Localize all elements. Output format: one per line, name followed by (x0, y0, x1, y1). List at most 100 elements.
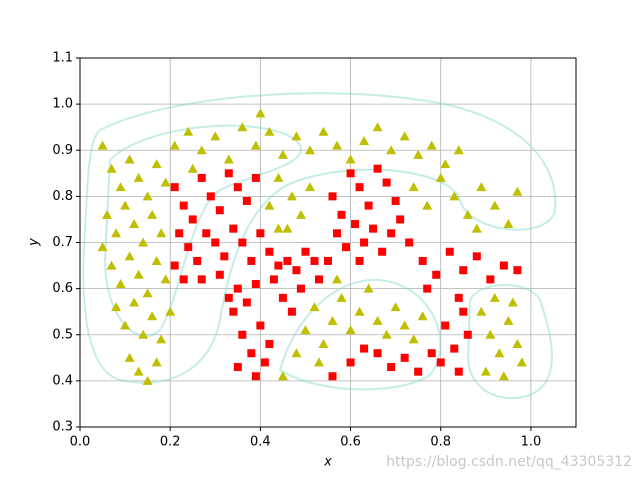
point (304, 182, 315, 192)
point (382, 178, 391, 187)
point (247, 349, 256, 358)
point (129, 297, 140, 307)
point (445, 247, 454, 256)
point (471, 223, 482, 233)
point (400, 353, 409, 362)
point (97, 242, 108, 252)
point (454, 293, 463, 302)
point (273, 172, 284, 182)
point (255, 108, 266, 118)
contour (466, 284, 553, 400)
point (387, 229, 396, 238)
point (156, 334, 167, 344)
point (332, 274, 343, 284)
point (160, 177, 171, 187)
point (355, 183, 364, 192)
point (345, 154, 356, 164)
contour (103, 124, 303, 337)
point (170, 183, 179, 192)
point (422, 200, 433, 210)
point (418, 256, 427, 265)
point (256, 321, 265, 330)
point (179, 275, 188, 284)
point (354, 306, 365, 316)
point (233, 183, 242, 192)
point (441, 321, 450, 330)
y-tick-label: 0.4 (52, 373, 73, 388)
point (346, 169, 355, 178)
point (196, 145, 207, 155)
point (282, 223, 293, 233)
point (165, 306, 176, 316)
point (459, 266, 468, 275)
point (342, 243, 351, 252)
point (133, 269, 144, 279)
point (277, 149, 288, 159)
point (215, 206, 224, 215)
point (292, 266, 301, 275)
point (233, 284, 242, 293)
point (360, 238, 369, 247)
point (336, 292, 347, 302)
point (494, 348, 505, 358)
point (283, 256, 292, 265)
point (363, 283, 374, 293)
point (486, 275, 495, 284)
point (138, 237, 149, 247)
point (436, 358, 445, 367)
point (115, 182, 126, 192)
point (124, 154, 135, 164)
point (124, 251, 135, 261)
point (170, 261, 179, 270)
point (224, 293, 233, 302)
point (124, 352, 135, 362)
x-tick-label: 0.4 (250, 435, 271, 450)
point (197, 173, 206, 182)
y-tick-label: 0.9 (52, 143, 73, 158)
point (309, 302, 320, 312)
point (211, 238, 220, 247)
point (291, 348, 302, 358)
point (296, 284, 305, 293)
point (242, 298, 251, 307)
point (399, 131, 410, 141)
x-axis-label: x (323, 455, 332, 470)
point (355, 256, 364, 265)
point (111, 228, 122, 238)
point (432, 270, 441, 279)
point (120, 200, 131, 210)
point (151, 255, 162, 265)
point (360, 344, 369, 353)
point (324, 256, 332, 265)
point (435, 172, 446, 182)
point (115, 279, 126, 289)
point (264, 126, 275, 136)
point (187, 163, 198, 173)
point (251, 280, 260, 289)
point (387, 363, 396, 372)
point (314, 275, 323, 284)
point (277, 371, 288, 381)
point (328, 372, 337, 381)
point (503, 315, 514, 325)
point (390, 302, 401, 312)
x-tick-label: 1.0 (521, 435, 542, 450)
point (369, 224, 378, 233)
point (197, 275, 206, 284)
point (408, 334, 419, 344)
point (417, 311, 428, 321)
grid (79, 57, 576, 428)
point (318, 126, 329, 136)
point (183, 126, 194, 136)
point (351, 220, 360, 229)
x-tick-label: 0.0 (70, 435, 91, 450)
y-tick-label: 0.7 (52, 235, 73, 250)
point (498, 371, 509, 381)
point (333, 229, 342, 238)
point (206, 192, 215, 201)
point (513, 266, 522, 275)
point (229, 307, 238, 316)
point (238, 330, 247, 339)
